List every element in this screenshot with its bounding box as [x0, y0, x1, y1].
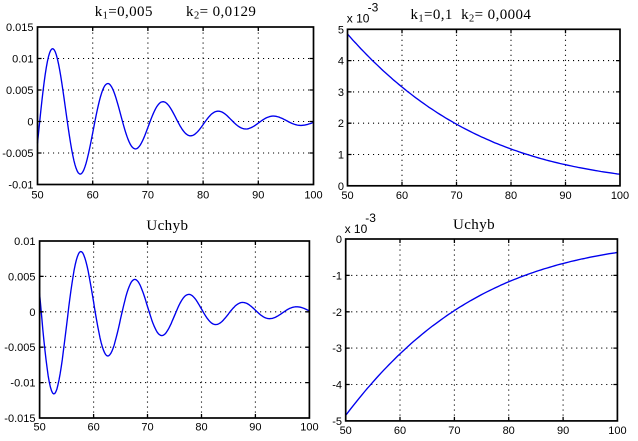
svg-text:100: 100 [608, 425, 626, 437]
svg-text:3: 3 [338, 87, 344, 99]
svg-text:0: 0 [27, 117, 33, 129]
svg-text:70: 70 [141, 422, 153, 434]
svg-text:70: 70 [450, 190, 462, 202]
svg-text:90: 90 [249, 422, 261, 434]
svg-text:-4: -4 [332, 380, 342, 392]
svg-text:k1=0,1 k2= 0,0004: k1=0,1 k2= 0,0004 [410, 7, 531, 25]
svg-text:-0.005: -0.005 [4, 342, 35, 354]
svg-text:0.005: 0.005 [6, 85, 34, 97]
svg-text:0.01: 0.01 [12, 54, 33, 66]
svg-text:70: 70 [448, 425, 460, 437]
svg-text:50: 50 [31, 190, 43, 202]
svg-text:-1: -1 [332, 270, 342, 282]
svg-text:50: 50 [341, 190, 353, 202]
svg-text:0: 0 [29, 307, 35, 319]
svg-text:60: 60 [396, 190, 408, 202]
svg-text:100: 100 [611, 190, 629, 202]
svg-text:0: 0 [336, 234, 342, 246]
svg-text:90: 90 [252, 190, 264, 202]
svg-text:60: 60 [87, 190, 99, 202]
svg-text:60: 60 [394, 425, 406, 437]
svg-text:90: 90 [557, 425, 569, 437]
svg-text:0: 0 [338, 181, 344, 193]
svg-text:4: 4 [338, 56, 344, 68]
svg-text:50: 50 [340, 425, 352, 437]
svg-text:100: 100 [304, 190, 322, 202]
svg-text:80: 80 [195, 422, 207, 434]
svg-text:50: 50 [33, 422, 45, 434]
svg-text:-0.01: -0.01 [10, 378, 35, 390]
svg-text:100: 100 [300, 422, 318, 434]
svg-text:Uchyb: Uchyb [146, 218, 188, 234]
svg-text:5: 5 [338, 24, 344, 36]
svg-text:2: 2 [338, 118, 344, 130]
svg-text:0.005: 0.005 [8, 271, 36, 283]
svg-text:-3: -3 [368, 1, 379, 15]
svg-text:-0.005: -0.005 [2, 148, 33, 160]
svg-text:80: 80 [503, 425, 515, 437]
svg-text:80: 80 [197, 190, 209, 202]
svg-text:90: 90 [559, 190, 571, 202]
svg-text:x 10: x 10 [347, 11, 370, 25]
svg-text:k1=0,005 k2= 0,0129: k1=0,005 k2= 0,0129 [95, 4, 257, 22]
svg-text:-0.01: -0.01 [8, 180, 33, 192]
svg-text:70: 70 [142, 190, 154, 202]
svg-text:0.015: 0.015 [6, 22, 34, 34]
svg-text:-0.015: -0.015 [4, 413, 35, 425]
svg-text:-5: -5 [332, 416, 342, 428]
svg-text:60: 60 [87, 422, 99, 434]
svg-text:Uchyb: Uchyb [453, 217, 495, 233]
svg-text:0.01: 0.01 [14, 236, 35, 248]
svg-text:80: 80 [505, 190, 517, 202]
svg-text:1: 1 [338, 150, 344, 162]
svg-text:x 10: x 10 [345, 222, 368, 236]
svg-text:-2: -2 [332, 307, 342, 319]
svg-text:-3: -3 [332, 343, 342, 355]
svg-text:-3: -3 [365, 211, 376, 225]
